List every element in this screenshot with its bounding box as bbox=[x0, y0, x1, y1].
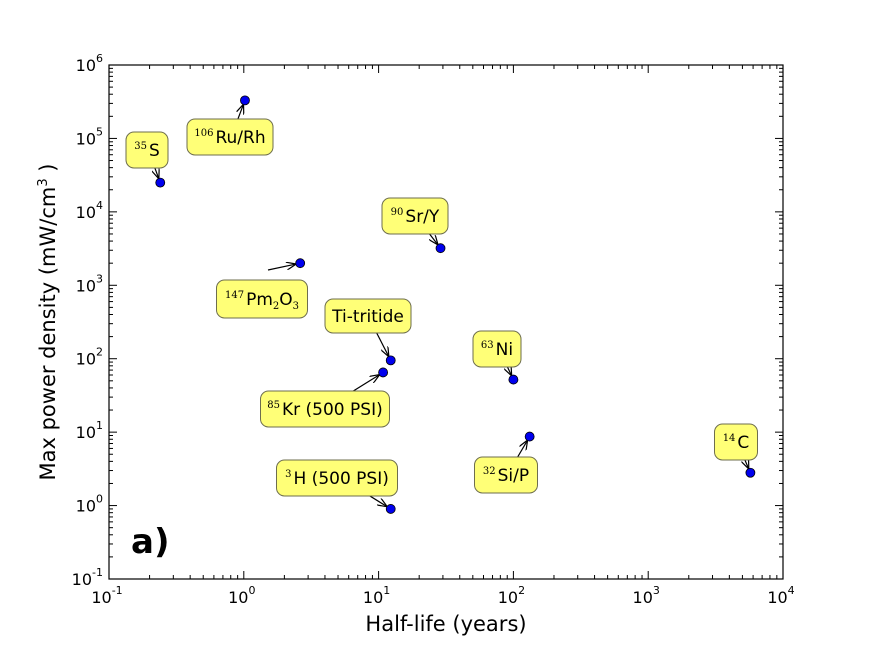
annotation-text: Ti-tritide bbox=[331, 307, 404, 327]
data-point bbox=[435, 243, 446, 254]
x-axis-title: Half-life (years) bbox=[365, 612, 526, 636]
annotation-text: 90 Sr/Y bbox=[391, 207, 440, 227]
annotation-box bbox=[216, 279, 308, 319]
annotation-label: 106 Ru/Rh bbox=[186, 118, 274, 156]
y-tick-label: 100 bbox=[76, 493, 103, 516]
annotation-arrow bbox=[267, 264, 295, 271]
y-tick-label: 101 bbox=[76, 419, 103, 442]
y-tick-label: 105 bbox=[76, 125, 103, 148]
y-axis-title-end: ) bbox=[36, 164, 60, 179]
x-tick-label: 103 bbox=[633, 584, 660, 607]
annotation-text: 32 Si/P bbox=[483, 466, 529, 486]
annotation-label: 90 Sr/Y bbox=[381, 197, 449, 235]
x-tick-label: 100 bbox=[228, 584, 255, 607]
annotation-label: 35 S bbox=[125, 131, 169, 169]
annotation-box bbox=[260, 390, 390, 428]
annotation-label: 14 C bbox=[714, 423, 758, 461]
annotation-box bbox=[472, 330, 522, 368]
data-point bbox=[155, 177, 166, 188]
annotation-label: 85 Kr (500 PSI) bbox=[260, 390, 390, 428]
x-tick-label: 101 bbox=[363, 584, 390, 607]
y-tick-label: 106 bbox=[76, 52, 103, 75]
y-tick-label: 102 bbox=[76, 346, 103, 369]
panel-label: a) bbox=[131, 522, 169, 562]
annotation-box bbox=[474, 456, 538, 494]
annotation-text: 106 Ru/Rh bbox=[194, 128, 265, 148]
data-point bbox=[378, 367, 389, 378]
data-points bbox=[155, 95, 756, 514]
annotation-label: Ti-tritide bbox=[324, 298, 412, 334]
annotation-text: 14 C bbox=[723, 433, 750, 453]
annotation-text: 35 S bbox=[134, 141, 160, 161]
x-tick-label: 10-1 bbox=[91, 584, 122, 607]
annotations: 35 S 106 Ru/Rh 90 Sr/Y 147 Pm2O3 Ti-tritide 85 Kr … bbox=[125, 105, 758, 506]
y-tick-label: 10-1 bbox=[72, 566, 103, 589]
data-point bbox=[240, 95, 250, 106]
data-point bbox=[524, 431, 535, 442]
data-point bbox=[745, 467, 756, 478]
annotation-label: 147 Pm2O3 bbox=[216, 279, 308, 319]
annotation-label: 63 Ni bbox=[472, 330, 522, 368]
annotation-box bbox=[324, 298, 412, 334]
y-axis-title: Max power density (mW/cm3 ) bbox=[36, 164, 60, 481]
annotation-box bbox=[276, 459, 398, 497]
annotation-box bbox=[186, 118, 274, 156]
data-point bbox=[385, 504, 396, 514]
y-axis-title-main: Max power density (mW/cm bbox=[36, 187, 60, 481]
annotation-text: 85 Kr (500 PSI) bbox=[267, 400, 382, 420]
annotation-text: 63 Ni bbox=[481, 340, 513, 360]
annotation-box bbox=[714, 423, 758, 461]
data-point bbox=[508, 374, 519, 385]
annotation-box bbox=[125, 131, 169, 169]
annotation-box bbox=[381, 197, 449, 235]
y-tick-label: 104 bbox=[76, 199, 103, 222]
y-tick-label: 103 bbox=[76, 272, 103, 295]
axis-ticks: 10-1 100 101 102 103 104 10-1 100 101 102 103 104 10… bbox=[72, 52, 795, 607]
x-tick-label: 104 bbox=[767, 584, 794, 607]
y-axis-title-sup: 3 bbox=[36, 178, 51, 186]
annotation-label: 32 Si/P bbox=[474, 456, 538, 494]
x-tick-label: 102 bbox=[498, 584, 525, 607]
annotation-text: 147 Pm2O3 bbox=[225, 290, 299, 312]
data-point bbox=[295, 258, 306, 269]
data-point bbox=[385, 355, 396, 366]
